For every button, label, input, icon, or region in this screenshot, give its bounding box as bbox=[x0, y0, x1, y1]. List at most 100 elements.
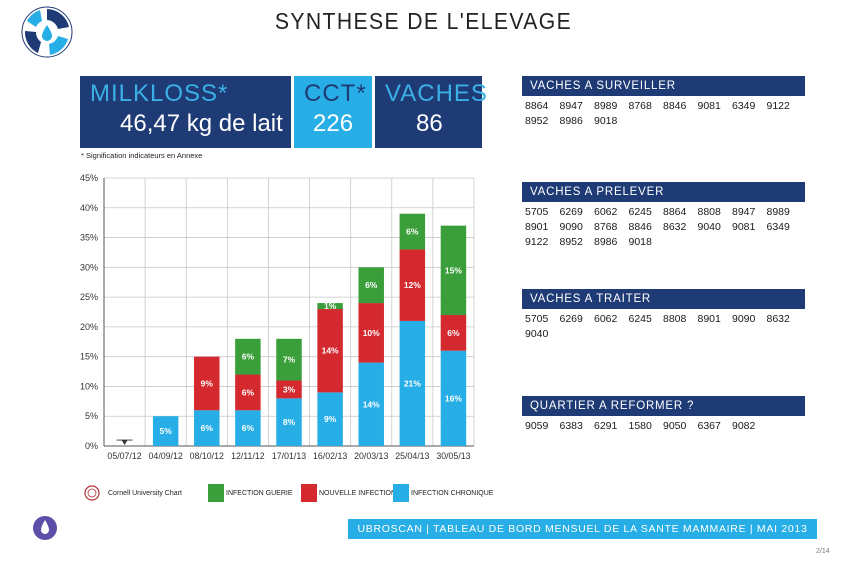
cow-id: 8846 bbox=[628, 221, 652, 233]
cow-id: 6383 bbox=[559, 420, 583, 432]
data-label: 14% bbox=[363, 399, 380, 409]
cow-id: 8846 bbox=[663, 100, 687, 112]
panel-title: QUARTIER A REFORMER ? bbox=[522, 396, 805, 416]
bar-segment bbox=[358, 362, 384, 446]
kpi-cct: CCT* 226 bbox=[294, 76, 372, 148]
cow-id: 8986 bbox=[594, 236, 618, 248]
x-tick-label: 16/02/13 bbox=[313, 451, 347, 461]
bar-segment bbox=[358, 303, 384, 363]
cow-id: 9081 bbox=[697, 100, 721, 112]
data-label: 9% bbox=[324, 414, 337, 424]
cow-id: 5705 bbox=[525, 313, 549, 325]
data-label: 6% bbox=[242, 387, 255, 397]
data-label: 10% bbox=[363, 328, 380, 338]
cow-id: 9050 bbox=[663, 420, 687, 432]
cow-id: 8808 bbox=[663, 313, 687, 325]
legend-swatch-guerie bbox=[208, 484, 224, 502]
kpi-milkloss: MILKLOSS* 46,47 kg de lait bbox=[80, 76, 291, 148]
cornell-seal-icon bbox=[84, 485, 100, 501]
cow-id: 9040 bbox=[697, 221, 721, 233]
data-label: 6% bbox=[242, 423, 255, 433]
bar-segment bbox=[317, 303, 343, 310]
data-label: 3% bbox=[283, 384, 296, 394]
y-tick-label: 25% bbox=[80, 292, 98, 302]
data-label: 9% bbox=[201, 378, 214, 388]
cow-id: 6291 bbox=[594, 420, 618, 432]
bar-segment bbox=[358, 267, 384, 304]
cow-id: 8989 bbox=[766, 206, 790, 218]
bar-segment bbox=[152, 416, 179, 446]
cow-id: 8952 bbox=[559, 236, 583, 248]
cow-id: 5705 bbox=[525, 206, 549, 218]
cow-id: 8808 bbox=[697, 206, 721, 218]
panel-title: VACHES A PRELEVER bbox=[522, 182, 805, 202]
bar-segment bbox=[276, 398, 302, 446]
kpi-footnote: * Signification indicateurs en Annexe bbox=[81, 151, 203, 160]
page-title: SYNTHESE DE L'ELEVAGE bbox=[274, 8, 573, 34]
bar-segment bbox=[440, 225, 467, 315]
bar-segment bbox=[317, 392, 343, 446]
x-tick-label: 05/07/12 bbox=[107, 451, 141, 461]
y-tick-label: 20% bbox=[80, 322, 98, 332]
cow-id: 9018 bbox=[594, 115, 618, 127]
cow-id: 6349 bbox=[766, 221, 790, 233]
data-label: 7% bbox=[283, 355, 296, 365]
cow-id: 9122 bbox=[766, 100, 790, 112]
bar-segment bbox=[440, 314, 467, 351]
data-label: 21% bbox=[404, 378, 421, 388]
data-label: 5% bbox=[160, 426, 173, 436]
data-label: 6% bbox=[365, 280, 378, 290]
cow-id: 8947 bbox=[559, 100, 583, 112]
cow-id: 6245 bbox=[628, 206, 652, 218]
bar-segment bbox=[276, 338, 302, 381]
x-tick-label: 20/03/13 bbox=[354, 451, 388, 461]
cow-id: 6367 bbox=[697, 420, 721, 432]
bar-segment bbox=[276, 380, 302, 399]
bar-segment bbox=[399, 249, 426, 321]
cow-id: 8632 bbox=[766, 313, 790, 325]
cow-id: 8632 bbox=[663, 221, 687, 233]
cow-id: 6062 bbox=[594, 313, 618, 325]
cow-id: 9059 bbox=[525, 420, 549, 432]
legend-label-guerie: INFECTION GUERIE bbox=[226, 490, 293, 497]
y-tick-label: 40% bbox=[80, 203, 98, 213]
kpi-milkloss-label: MILKLOSS* bbox=[90, 80, 229, 107]
ubroscan-logo-icon bbox=[21, 6, 73, 58]
cow-id: 6269 bbox=[559, 206, 583, 218]
panel-reformer: QUARTIER A REFORMER ? 9059 6383 6291 1580 90… bbox=[522, 396, 805, 434]
footer-bar: UBROSCAN | TABLEAU DE BORD MENSUEL DE LA… bbox=[348, 519, 817, 539]
bar-segment bbox=[399, 213, 426, 250]
y-tick-label: 45% bbox=[80, 173, 98, 183]
y-tick-label: 5% bbox=[85, 411, 98, 421]
kpi-vaches: VACHES 86 bbox=[375, 76, 487, 148]
cow-id: 6269 bbox=[559, 313, 583, 325]
y-tick-label: 15% bbox=[80, 352, 98, 362]
cow-id: 8864 bbox=[525, 100, 549, 112]
cow-id: 8864 bbox=[663, 206, 687, 218]
x-tick-label: 04/09/12 bbox=[149, 451, 183, 461]
y-tick-label: 10% bbox=[80, 381, 98, 391]
legend-label-chronique: INFECTION CHRONIQUE bbox=[411, 490, 494, 497]
cow-id-list: 9059 6383 6291 1580 9050 6367 9082 bbox=[522, 416, 805, 434]
bar-segment bbox=[317, 309, 343, 393]
data-label: 6% bbox=[242, 352, 255, 362]
bar-segment bbox=[399, 320, 426, 446]
data-label: 6% bbox=[447, 328, 460, 338]
data-label: 6% bbox=[406, 227, 419, 237]
x-tick-label: 25/04/13 bbox=[395, 451, 429, 461]
mastitis-stacked-bar-chart: 0% 5% 10% 15% 20% 25% 30% 35% 40% 45% 05/07/12 5% 04… bbox=[80, 173, 475, 461]
cow-id: 8901 bbox=[697, 313, 721, 325]
cow-id-list: 5705 6269 6062 6245 8808 8901 9090 8632 9040 bbox=[522, 309, 805, 342]
footer-logo-icon bbox=[33, 516, 57, 540]
bar-segment bbox=[235, 410, 261, 446]
legend-source: Cornell University Chart bbox=[108, 490, 182, 497]
bar-segment bbox=[194, 410, 220, 446]
cow-id: 8986 bbox=[559, 115, 583, 127]
cow-id: 9122 bbox=[525, 236, 549, 248]
legend-label-nouvelle: NOUVELLE INFECTION bbox=[319, 490, 397, 497]
panel-traiter: VACHES A TRAITER 5705 6269 6062 6245 8808 890… bbox=[522, 289, 805, 342]
x-tick-label: 17/01/13 bbox=[272, 451, 306, 461]
data-label: 6% bbox=[201, 423, 214, 433]
cow-id: 9040 bbox=[525, 328, 549, 340]
x-tick-label: 30/05/13 bbox=[436, 451, 470, 461]
